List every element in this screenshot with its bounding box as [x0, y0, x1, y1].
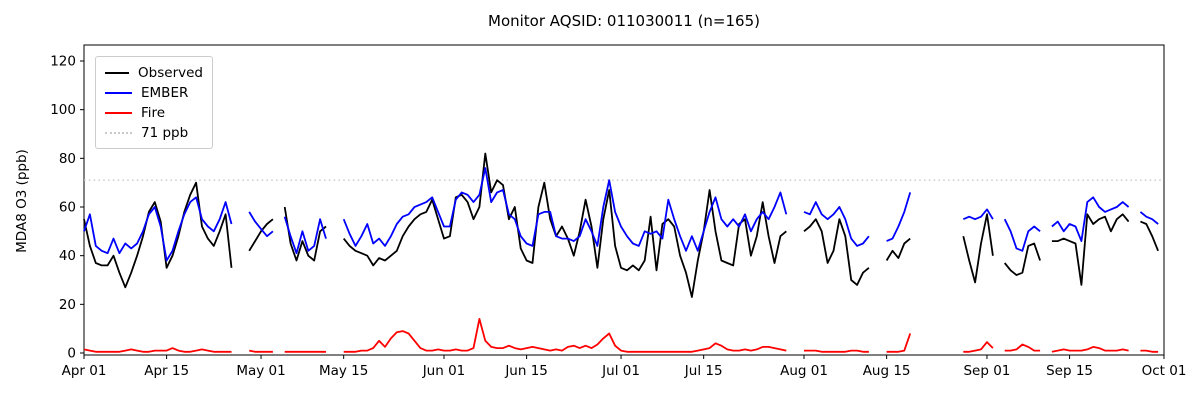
y-tick-label: 100 — [50, 102, 76, 118]
x-tick-label: May 01 — [236, 363, 285, 379]
fire-line-swatch — [105, 112, 132, 114]
y-tick-label: 40 — [59, 248, 76, 264]
series-observed-line — [83, 152, 1159, 298]
legend-item-ember: EMBER — [105, 83, 203, 103]
y-tick-label: 0 — [67, 346, 76, 362]
x-tick-label: Oct 01 — [1142, 363, 1187, 379]
legend-label: 71 ppb — [141, 125, 189, 141]
y-tick-label: 120 — [50, 54, 76, 70]
x-tick-label: May 15 — [319, 363, 368, 379]
y-tick-label: 80 — [59, 151, 76, 167]
x-tick-label: Jun 15 — [504, 363, 548, 379]
legend-label: Observed — [138, 65, 203, 81]
chart-title: Monitor AQSID: 011030011 (n=165) — [488, 12, 760, 30]
x-tick-label: Sep 15 — [1046, 363, 1093, 379]
legend-item-fire: Fire — [105, 103, 203, 123]
legend-item-observed: Observed — [105, 63, 203, 83]
ember-line-swatch — [105, 92, 132, 94]
legend-label: EMBER — [141, 85, 189, 101]
x-tick-label: Sep 01 — [963, 363, 1010, 379]
axes-frame — [83, 44, 1165, 356]
y-tick-label: 60 — [59, 200, 76, 216]
x-tick-label: Jun 01 — [422, 363, 466, 379]
y-tick-label: 20 — [59, 297, 76, 313]
x-tick-label: Aug 01 — [780, 363, 828, 379]
x-tick-label: Aug 15 — [863, 363, 911, 379]
x-tick-label: Apr 15 — [144, 363, 189, 379]
x-tick-label: Jul 15 — [684, 363, 723, 379]
legend-label: Fire — [141, 105, 166, 121]
legend: Observed EMBER Fire 71 ppb — [95, 56, 213, 149]
x-tick-label: Jul 01 — [601, 363, 640, 379]
refline-swatch — [105, 132, 132, 134]
observed-line-swatch — [105, 72, 130, 74]
x-tick-label: Apr 01 — [62, 363, 107, 379]
series-ember-line — [83, 167, 1159, 262]
legend-item-refline: 71 ppb — [105, 123, 203, 143]
series-fire-line — [83, 318, 1159, 353]
